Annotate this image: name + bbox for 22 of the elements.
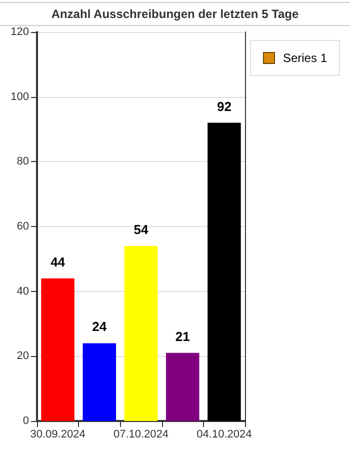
data-label: 21: [175, 328, 190, 344]
bar: [41, 278, 74, 421]
bar: [208, 122, 241, 421]
chart-title: Anzahl Ausschreibungen der letzten 5 Tage: [51, 7, 300, 21]
y-tick-label: 60: [16, 220, 29, 232]
x-tick-label: 04.10.2024: [196, 428, 252, 440]
y-tick-label: 120: [10, 26, 29, 38]
data-label: 54: [134, 222, 149, 237]
data-label: 24: [92, 319, 108, 334]
x-tick-label: 30.09.2024: [30, 428, 86, 440]
data-label: 92: [216, 98, 232, 114]
bar: [82, 343, 116, 421]
bar: [124, 246, 158, 421]
text: Series 1: [282, 51, 327, 65]
y-tick-label: 80: [16, 156, 29, 168]
y-tick-label: 100: [10, 90, 29, 103]
y-tick-label: 0: [22, 415, 29, 427]
y-tick-label: 40: [16, 285, 29, 298]
bar: [166, 352, 200, 421]
data-label: 44: [50, 254, 66, 270]
y-tick-label: 20: [16, 350, 29, 362]
x-tick-label: 07.10.2024: [113, 428, 169, 440]
